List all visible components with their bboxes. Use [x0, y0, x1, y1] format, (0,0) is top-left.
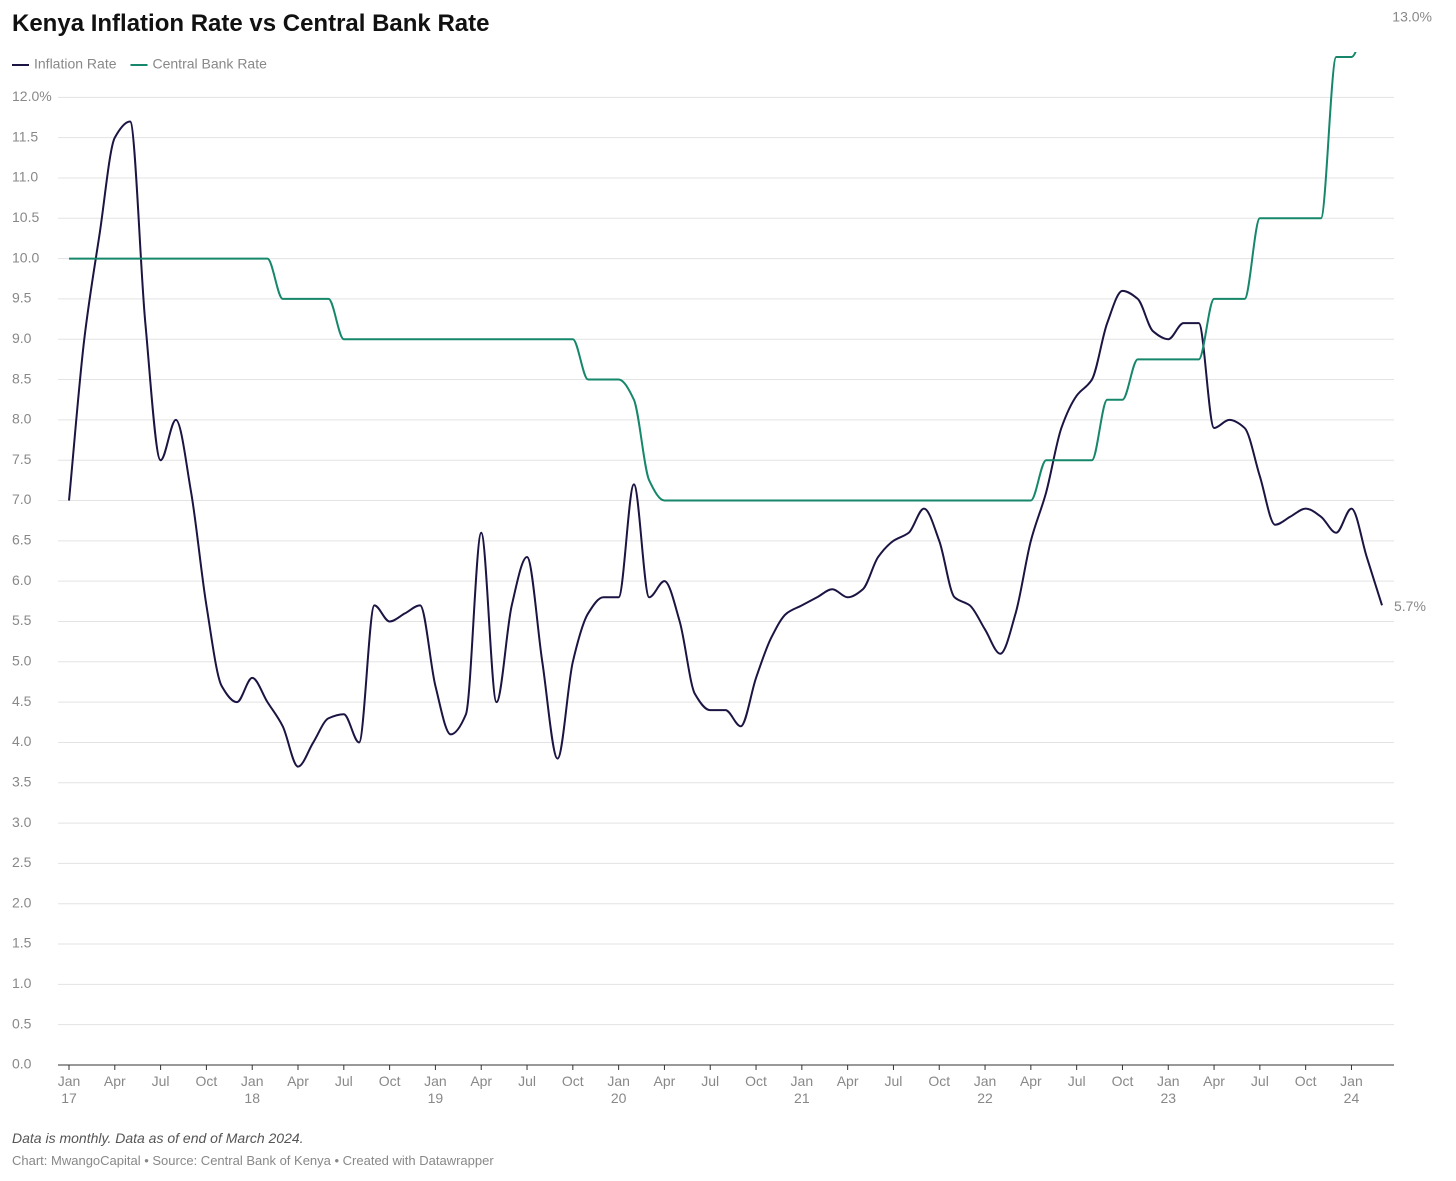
y-tick-label: 8.5 [12, 370, 32, 386]
chart-title: Kenya Inflation Rate vs Central Bank Rat… [12, 10, 490, 37]
x-tick-label: Oct [378, 1073, 401, 1089]
x-tick-label: Oct [1294, 1073, 1317, 1089]
x-tick-label: Jul [334, 1073, 353, 1089]
y-tick-label: 1.0 [12, 975, 32, 991]
legend-label: Central Bank Rate [153, 56, 268, 72]
x-tick-label: Jan 17 [57, 1073, 81, 1106]
x-tick-label: Oct [195, 1073, 218, 1089]
x-tick-label: Jan 20 [607, 1073, 630, 1106]
x-tick-label: Apr [836, 1073, 859, 1089]
x-tick-label: Jul [151, 1073, 170, 1089]
chart-note: Data is monthly. Data as of end of March… [12, 1130, 304, 1146]
x-tick-label: Jul [1250, 1073, 1269, 1089]
y-tick-label: 0.5 [12, 1015, 32, 1031]
x-tick-label: Jul [1067, 1073, 1086, 1089]
series-line [68, 52, 1357, 502]
x-tick-label: Jan 19 [424, 1073, 447, 1106]
x-tick-label: Jul [884, 1073, 903, 1089]
x-tick-label: Apr [1203, 1073, 1225, 1089]
x-tick-label: Apr [103, 1073, 126, 1089]
y-tick-label: 9.5 [12, 290, 32, 306]
x-tick-label: Jan 24 [1340, 1073, 1363, 1106]
y-tick-label: 3.0 [12, 814, 32, 830]
series-line [68, 120, 1383, 768]
y-tick-label: 6.0 [12, 572, 32, 588]
y-tick-label: 2.0 [12, 894, 32, 910]
chart-source: Chart: MwangoCapital • Source: Central B… [12, 1153, 494, 1168]
y-tick-label: 1.5 [12, 935, 32, 951]
x-tick-label: Apr [1019, 1073, 1042, 1089]
y-tick-label: 2.5 [12, 854, 32, 870]
y-tick-label: 11.0 [12, 169, 38, 185]
y-tick-label: 4.5 [12, 693, 32, 709]
y-tick-label: 11.5 [12, 128, 38, 144]
x-tick-label: Jan 22 [973, 1073, 997, 1106]
x-tick-label: Jul [701, 1073, 720, 1089]
value-label: 13.0% [1392, 8, 1432, 24]
x-tick-label: Oct [561, 1073, 584, 1089]
x-tick-label: Jan 23 [1156, 1073, 1180, 1106]
y-tick-label: 0.0 [12, 1056, 32, 1072]
y-tick-label: 3.5 [12, 773, 32, 789]
y-tick-label: 7.0 [12, 491, 32, 507]
legend-label: Inflation Rate [34, 56, 117, 72]
x-tick-label: Apr [470, 1073, 493, 1089]
y-tick-label: 7.5 [12, 451, 32, 467]
x-tick-label: Oct [928, 1073, 951, 1089]
y-tick-label: 10.5 [12, 209, 39, 225]
y-tick-label: 5.0 [12, 653, 32, 669]
y-tick-label: 8.0 [12, 411, 32, 427]
value-label: 5.7% [1394, 598, 1426, 614]
plot-area [68, 52, 1383, 768]
x-tick-label: Jan 21 [790, 1073, 814, 1106]
x-tick-label: Oct [1111, 1073, 1134, 1089]
x-tick-label: Apr [653, 1073, 676, 1089]
y-tick-label: 10.0 [12, 249, 39, 265]
x-tick-label: Oct [745, 1073, 767, 1089]
x-tick-label: Jul [518, 1073, 536, 1089]
y-tick-label: 6.5 [12, 532, 32, 548]
y-tick-label: 12.0% [12, 88, 52, 104]
y-tick-label: 9.0 [12, 330, 32, 346]
x-tick-label: Jan 18 [240, 1073, 264, 1106]
y-tick-label: 5.5 [12, 612, 32, 628]
y-tick-label: 4.0 [12, 733, 32, 749]
x-tick-label: Apr [287, 1073, 309, 1089]
